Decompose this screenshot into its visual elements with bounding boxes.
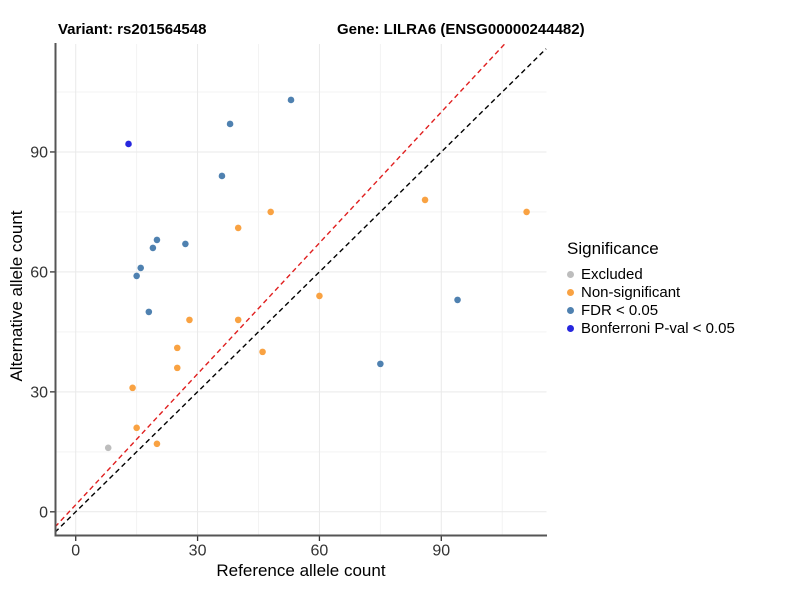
data-point (421, 196, 429, 204)
data-point (377, 360, 384, 368)
y-tick-label: 60 (30, 264, 48, 281)
legend-swatch-icon (567, 324, 574, 332)
x-tick-label: 90 (432, 543, 450, 560)
data-point (153, 236, 161, 244)
data-point (133, 272, 140, 280)
data-point (226, 120, 234, 128)
data-point (173, 364, 181, 372)
data-point (149, 244, 157, 252)
x-tick-label: 0 (71, 543, 80, 560)
data-point (133, 424, 140, 432)
y-tick-label: 0 (39, 504, 48, 521)
legend-item-label: Excluded (581, 265, 643, 283)
legend-item-label: Non-significant (581, 283, 681, 301)
data-point (267, 208, 274, 216)
data-point (454, 296, 461, 304)
data-point (145, 308, 153, 316)
legend-item-label: Bonferroni P-val < 0.05 (581, 319, 735, 337)
data-point (125, 140, 132, 148)
variant-title: Variant: rs201564548 (58, 21, 207, 38)
data-point (523, 208, 530, 216)
data-point (129, 384, 136, 392)
legend-swatch-icon (567, 288, 574, 296)
x-axis-title: Reference allele count (216, 561, 386, 580)
data-point (104, 444, 112, 452)
y-axis-title: Alternative allele count (7, 210, 26, 382)
data-point (137, 264, 145, 272)
data-point (218, 172, 226, 180)
data-point (287, 96, 295, 104)
data-point (259, 348, 266, 356)
legend-item-fdr-0-05: FDR < 0.05 (567, 301, 735, 319)
legend-swatch-icon (567, 270, 574, 278)
legend-items: Excluded Non-significant FDR < 0.05 Bonferr… (567, 265, 735, 337)
legend-swatch-icon (567, 306, 574, 314)
gene-title: Gene: LILRA6 (ENSG00000244482) (337, 21, 585, 38)
data-point (173, 344, 181, 352)
data-point (234, 316, 242, 324)
legend-title: Significance (567, 239, 659, 258)
data-point (316, 292, 323, 300)
data-point (186, 316, 193, 324)
legend-item-label: FDR < 0.05 (581, 301, 659, 319)
data-point (153, 440, 161, 448)
legend: Significance Excluded Non-significant FDR … (567, 239, 735, 337)
x-tick-label: 30 (189, 543, 207, 560)
y-tick-label: 90 (30, 144, 48, 161)
y-tick-label: 30 (30, 384, 48, 401)
expected-ratio-line (54, 43, 506, 528)
legend-item-excluded: Excluded (567, 265, 735, 283)
identity-line (54, 48, 547, 533)
x-tick-label: 60 (311, 543, 329, 560)
data-point (234, 224, 242, 232)
data-point (182, 240, 189, 248)
legend-item-non-significant: Non-significant (567, 283, 735, 301)
legend-item-bonferroni-p-val-0-05: Bonferroni P-val < 0.05 (567, 319, 735, 337)
